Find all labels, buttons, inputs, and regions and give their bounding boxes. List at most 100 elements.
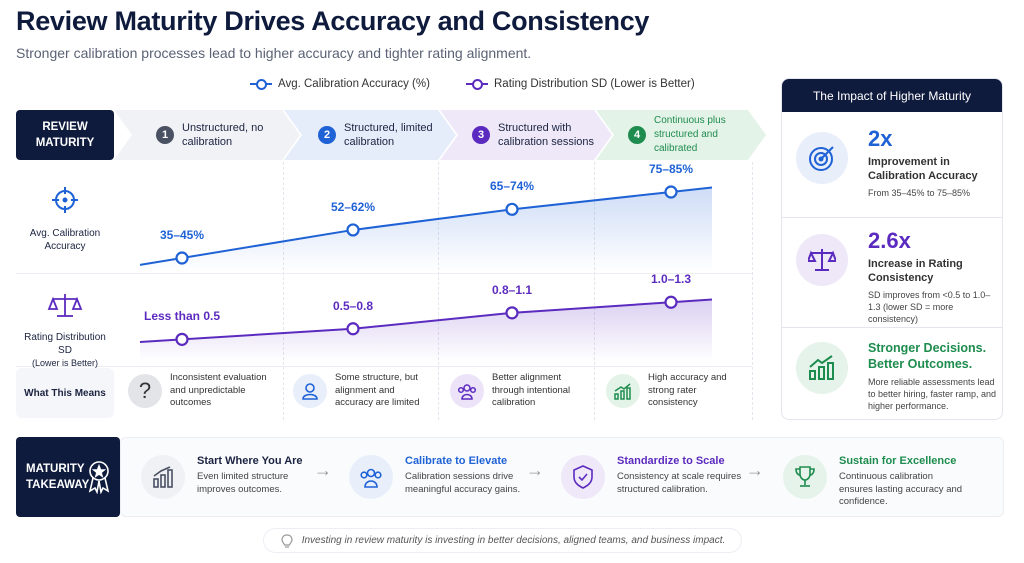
group-icon (450, 373, 484, 408)
sd-row-label: Rating Distribution SD (Lower is Better) (16, 292, 114, 370)
takeaway-title: Start Where You Are (197, 455, 303, 467)
impact-heading: Increase in Rating Consistency (868, 258, 963, 284)
column-divider (283, 162, 284, 420)
arrow-right-icon: → (746, 460, 764, 480)
accuracy-point (346, 223, 360, 237)
means-text: Some structure, but alignment and accura… (335, 372, 420, 408)
impact-desc: From 35–45% to 75–85% (868, 188, 971, 198)
row-divider (16, 366, 752, 367)
footer-text: Investing in review maturity is investin… (301, 535, 726, 546)
stage-number: 3 (472, 126, 490, 144)
takeaway-title: Standardize to Scale (617, 455, 725, 467)
impact-item: Stronger Decisions. Better Outcomes. Mor… (782, 328, 1002, 419)
means-text: High accuracy and strong rater consisten… (648, 372, 727, 408)
takeaway-desc: Even limited structure improves outcomes… (197, 471, 289, 495)
sd-point-label: 1.0–1.3 (650, 272, 692, 287)
stage-label: Continuous plus structured and calibrate… (654, 115, 726, 154)
means-row-label: What This Means (16, 368, 114, 418)
legend-accuracy-marker (250, 79, 272, 90)
impact-value: 2x (868, 126, 893, 151)
row-divider (16, 273, 752, 274)
accuracy-point-label: 35–45% (159, 228, 205, 242)
accuracy-point (664, 185, 678, 199)
legend-sd: Rating Distribution SD (Lower is Better) (466, 78, 695, 90)
accuracy-point (505, 202, 519, 216)
accuracy-point-label: 75–85% (648, 162, 694, 176)
accuracy-point-label: 65–74% (489, 179, 535, 194)
column-divider (752, 162, 753, 420)
trophy-icon (783, 455, 827, 499)
stage-label: Unstructured, no calibration (182, 122, 264, 148)
takeaway-item: Start Where You Are Even limited structur… (141, 455, 317, 499)
accuracy-row-label: Avg. Calibration Accuracy (16, 186, 114, 253)
page-title: Review Maturity Drives Accuracy and Cons… (16, 6, 650, 36)
takeaway-desc: Continuous calibration ensures lasting a… (839, 471, 963, 507)
legend-accuracy-label: Avg. Calibration Accuracy (%) (278, 78, 430, 90)
bar-chart-icon (141, 455, 185, 499)
growth-chart-icon (606, 373, 640, 408)
column-divider (594, 162, 595, 420)
sd-point (505, 306, 519, 320)
impact-item: 2x Improvement in Calibration Accuracy F… (782, 112, 1002, 218)
accuracy-line (139, 186, 713, 266)
stage-label: Structured, limited calibration (344, 122, 433, 148)
accuracy-point-label: 52–62% (330, 199, 376, 214)
impact-value: Stronger Decisions. Better Outcomes. (868, 341, 987, 371)
takeaway-item: Sustain for Excellence Continuous calibra… (783, 455, 969, 509)
stage-3: 3 Structured with calibration sessions (440, 110, 612, 160)
accuracy-row-text: Avg. Calibration Accuracy (29, 228, 101, 252)
lightbulb-icon (281, 533, 293, 548)
sd-row-text: Rating Distribution SD (24, 332, 106, 356)
person-icon (293, 373, 327, 408)
question-icon: ? (128, 373, 162, 408)
sd-row-note: (Lower is Better) (31, 358, 99, 368)
takeaway-item: Standardize to Scale Consistency at scale… (561, 455, 747, 499)
sd-point (346, 322, 360, 336)
stage-label: Structured with calibration sessions (498, 122, 594, 148)
takeaway-title: Sustain for Excellence (839, 455, 957, 467)
scale-icon (796, 234, 848, 286)
stage-number: 1 (156, 126, 174, 144)
scale-icon (47, 294, 83, 317)
sd-point-label: 0.5–0.8 (332, 298, 374, 313)
review-maturity-header: REVIEW MATURITY (16, 110, 114, 160)
column-divider (438, 162, 439, 420)
sd-point-label: 0.8–1.1 (491, 282, 533, 297)
sd-area (140, 299, 712, 362)
means-item: ? Inconsistent evaluation and unpredicta… (128, 372, 278, 410)
means-item: High accuracy and strong rater consisten… (606, 372, 746, 410)
maturity-takeaway-label: MATURITY TAKEAWAY (16, 437, 120, 517)
takeaway-item: Calibrate to Elevate Calibration sessions… (349, 455, 535, 499)
means-item: Better alignment through intentional cal… (450, 372, 590, 410)
means-item: Some structure, but alignment and accura… (293, 372, 433, 410)
impact-panel: The Impact of Higher Maturity 2x Improve… (781, 78, 1003, 420)
takeaway-strip: Start Where You Are Even limited structur… (120, 437, 1004, 517)
sd-point (664, 295, 678, 309)
stage-number: 2 (318, 126, 336, 144)
footer-note: Investing in review maturity is investin… (263, 528, 742, 553)
legend-sd-label: Rating Distribution SD (Lower is Better) (494, 78, 695, 90)
takeaway-desc: Calibration sessions drive meaningful ac… (405, 471, 521, 495)
sd-point-label: Less than 0.5 (143, 309, 221, 324)
stage-4: 4 Continuous plus structured and calibra… (596, 110, 766, 160)
impact-desc: More reliable assessments lead to better… (868, 377, 997, 411)
target-icon (796, 132, 848, 184)
accuracy-area (140, 187, 712, 272)
takeaway-desc: Consistency at scale requires structured… (617, 471, 742, 495)
page-subtitle: Stronger calibration processes lead to h… (16, 45, 532, 61)
sd-point (175, 332, 189, 346)
maturity-chart (139, 185, 713, 362)
impact-desc: SD improves from <0.5 to 1.0–1.3 (lower … (868, 290, 991, 324)
group-icon (349, 455, 393, 499)
takeaway-label-text: MATURITY TAKEAWAY (26, 463, 90, 491)
means-text: Inconsistent evaluation and unpredictabl… (170, 372, 267, 408)
impact-value: 2.6x (868, 228, 911, 253)
impact-item: 2.6x Increase in Rating Consistency SD i… (782, 218, 1002, 328)
arrow-right-icon: → (314, 460, 332, 480)
award-ribbon-icon (88, 461, 110, 494)
takeaway-title: Calibrate to Elevate (405, 455, 508, 467)
stage-2: 2 Structured, limited calibration (284, 110, 456, 160)
growth-chart-icon (796, 342, 848, 394)
sd-line (139, 298, 713, 343)
arrow-right-icon: → (526, 460, 544, 480)
